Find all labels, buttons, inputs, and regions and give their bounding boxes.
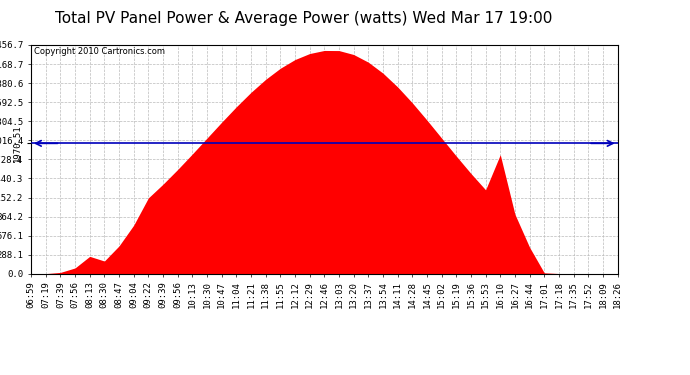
Text: Total PV Panel Power & Average Power (watts) Wed Mar 17 19:00: Total PV Panel Power & Average Power (wa… <box>55 11 552 26</box>
Text: Copyright 2010 Cartronics.com: Copyright 2010 Cartronics.com <box>34 47 165 56</box>
